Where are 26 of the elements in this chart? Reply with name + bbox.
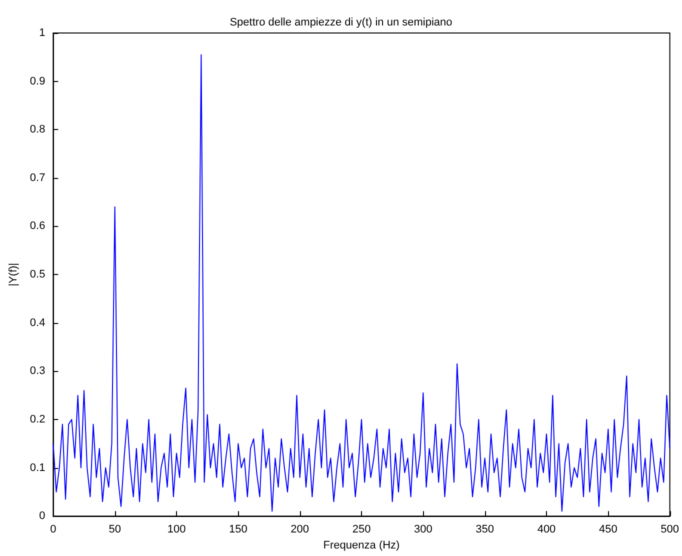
x-tick-label: 0	[50, 524, 56, 536]
x-tick-label: 400	[537, 524, 556, 536]
line-series	[52, 54, 670, 512]
y-tick-label: 0	[39, 510, 46, 522]
y-tick-label: 0.7	[30, 172, 46, 184]
x-axis-title: Frequenza (Hz)	[323, 540, 400, 552]
y-tick-label: 1	[39, 27, 46, 39]
x-tick-label: 500	[660, 524, 680, 536]
y-axis-title: |Y(f)|	[8, 262, 20, 286]
y-tick-label: 0.6	[30, 220, 46, 232]
x-tick-label: 100	[167, 524, 186, 536]
y-tick-label: 0.3	[30, 365, 46, 378]
x-tick-label: 250	[352, 524, 371, 536]
chart-title: Spettro delle ampiezze di y(t) in un semipiano	[230, 16, 452, 28]
x-tick-label: 50	[108, 524, 121, 536]
y-tick-label: 0.9	[30, 75, 46, 88]
x-tick-label: 200	[290, 524, 310, 536]
x-tick-label: 300	[414, 524, 432, 536]
x-tick-label: 350	[476, 524, 494, 536]
x-tick-label: 150	[229, 524, 248, 536]
x-tick-label: 450	[598, 524, 618, 536]
y-tick-label: 0.4	[30, 316, 46, 329]
y-tick-label: 0.2	[30, 413, 46, 426]
y-tick-label: 0.8	[30, 124, 46, 136]
y-tick-label: 0.1	[30, 462, 46, 474]
y-tick-label: 0.5	[30, 268, 46, 281]
